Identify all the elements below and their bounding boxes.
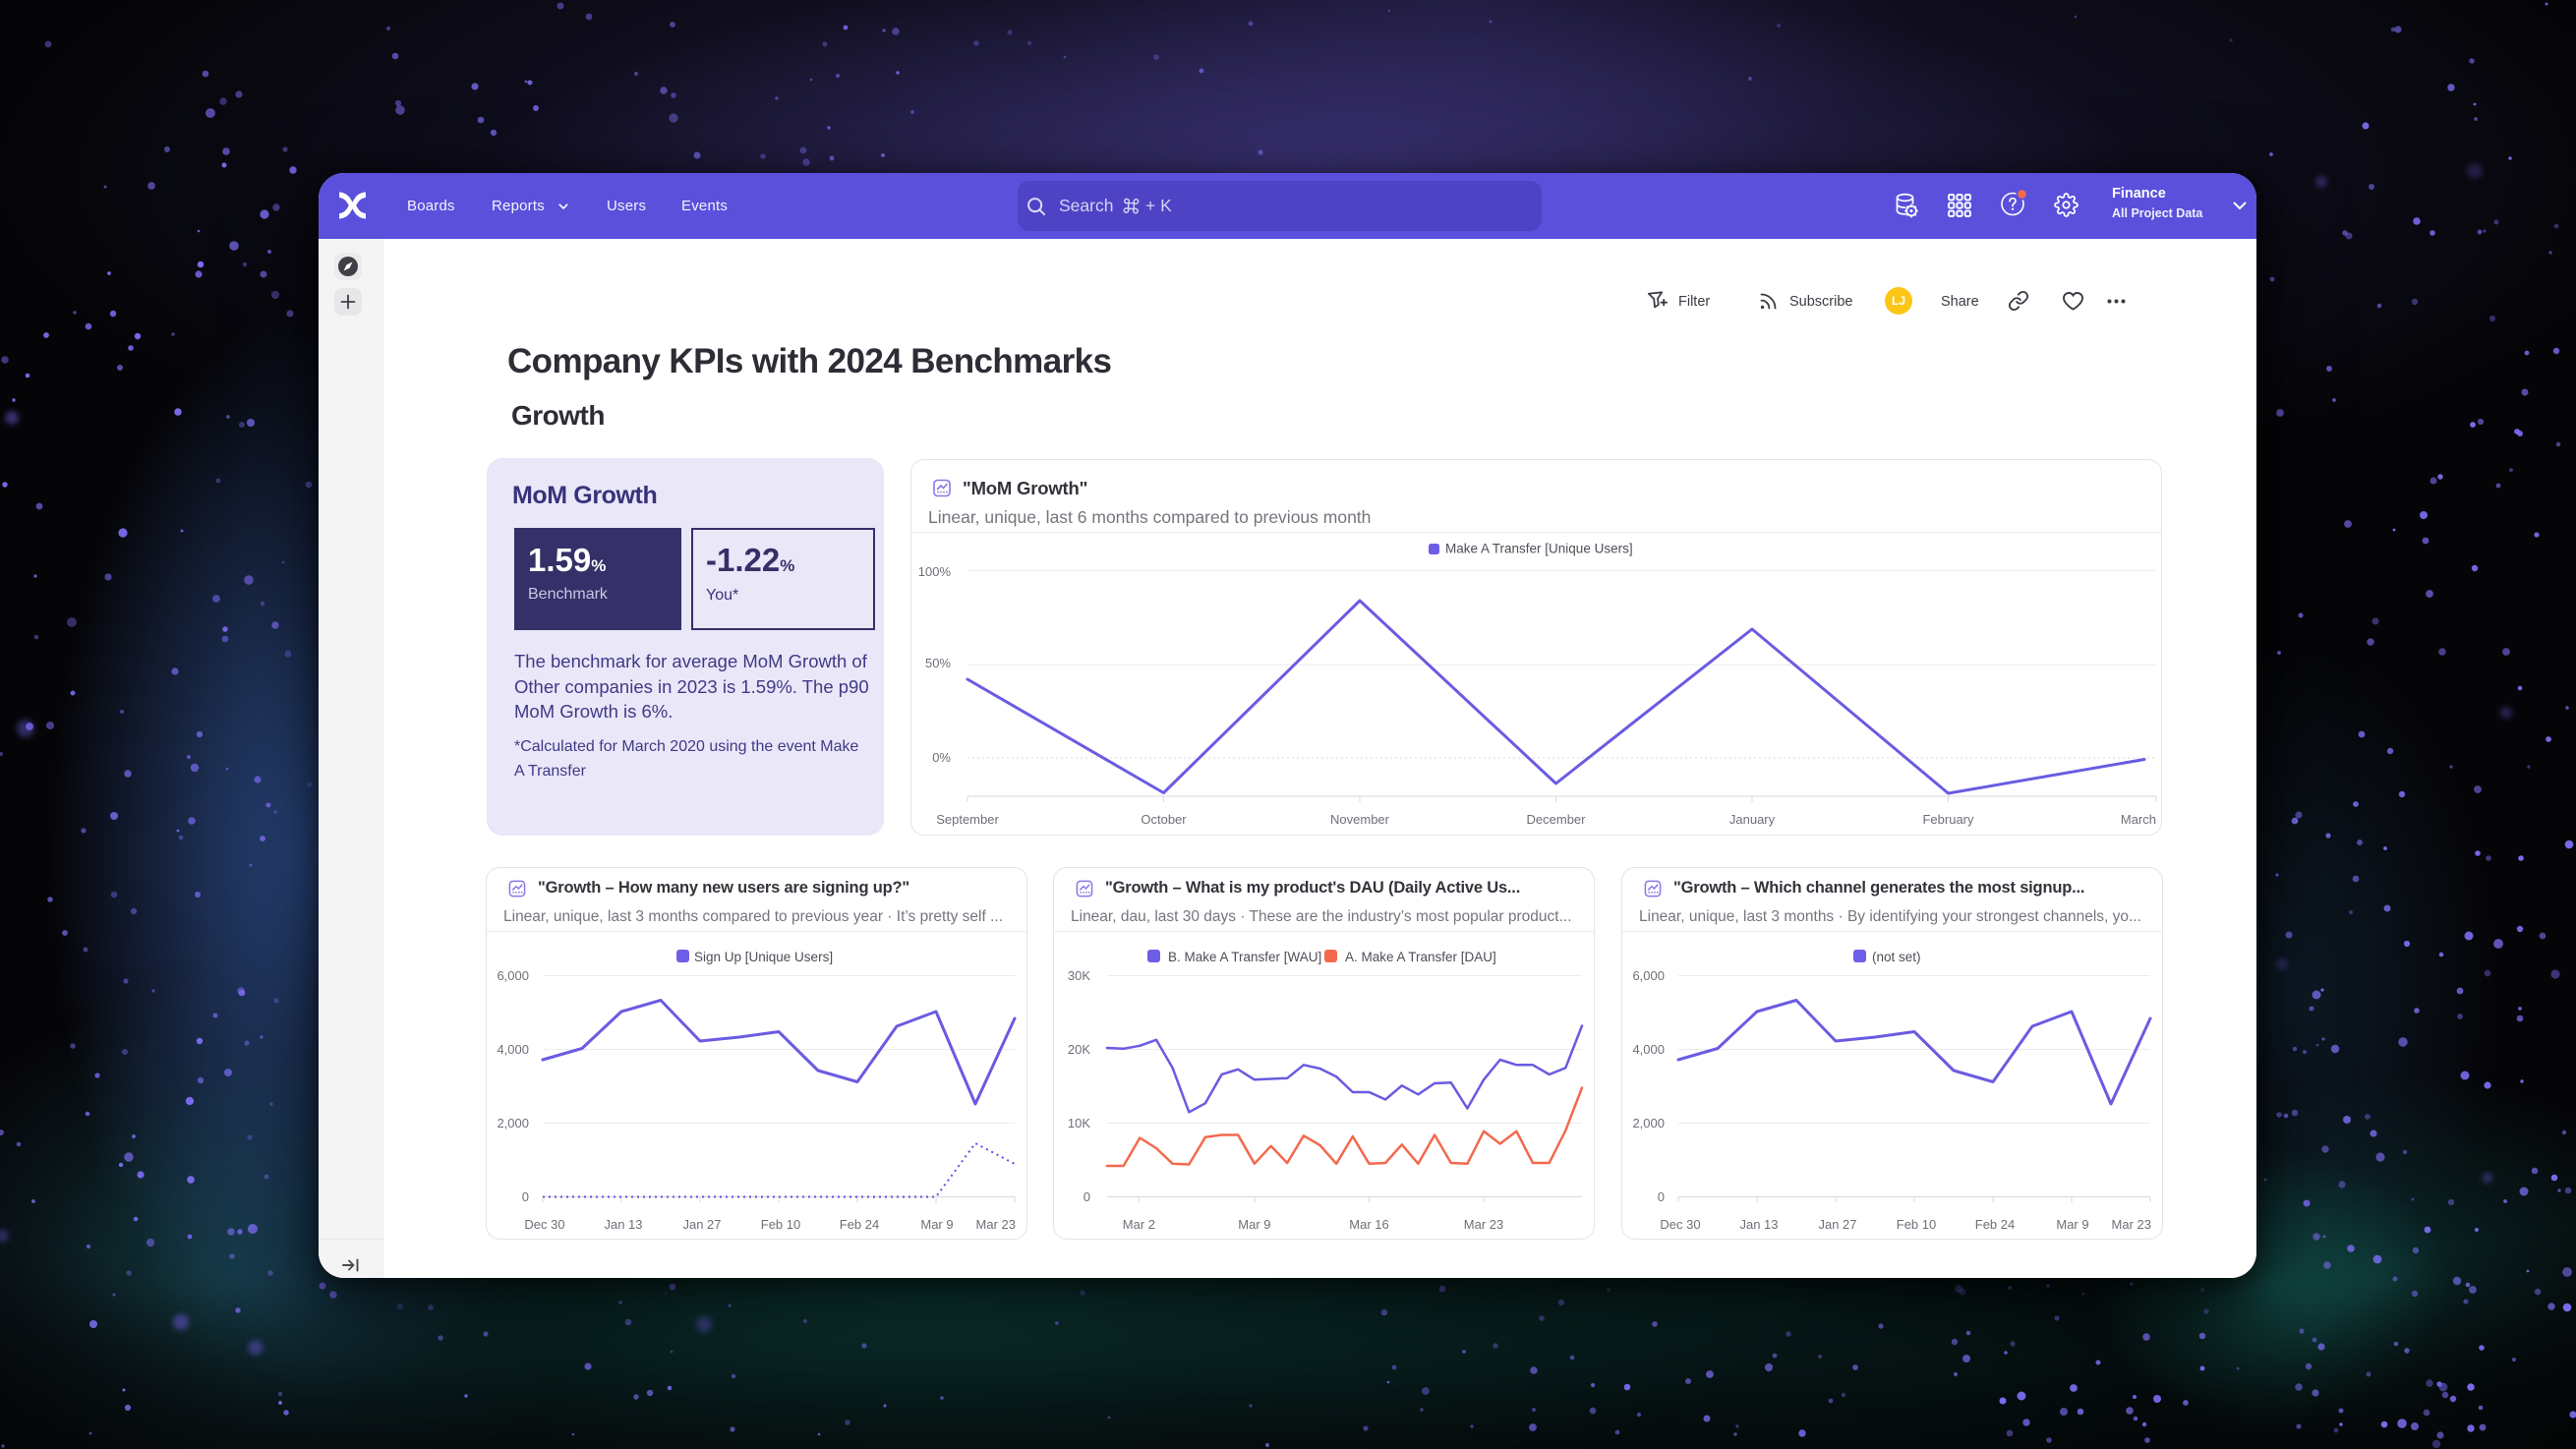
svg-text:0: 0 bbox=[522, 1189, 529, 1204]
svg-text:Feb 24: Feb 24 bbox=[840, 1217, 879, 1232]
svg-text:6,000: 6,000 bbox=[1632, 968, 1665, 983]
svg-text:Jan 13: Jan 13 bbox=[1739, 1217, 1778, 1232]
svg-text:Mar 16: Mar 16 bbox=[1349, 1217, 1388, 1232]
svg-text:100%: 100% bbox=[918, 564, 952, 579]
svg-text:Jan 27: Jan 27 bbox=[1818, 1217, 1856, 1232]
svg-text:10K: 10K bbox=[1068, 1116, 1090, 1130]
svg-text:20K: 20K bbox=[1068, 1042, 1090, 1057]
svg-text:Dec 30: Dec 30 bbox=[524, 1217, 564, 1232]
svg-text:30K: 30K bbox=[1068, 968, 1090, 983]
svg-text:March: March bbox=[2121, 812, 2156, 827]
svg-text:(not set): (not set) bbox=[1872, 950, 1921, 964]
svg-text:2,000: 2,000 bbox=[1632, 1116, 1665, 1130]
svg-text:Sign Up [Unique Users]: Sign Up [Unique Users] bbox=[694, 950, 833, 964]
svg-text:Mar 9: Mar 9 bbox=[1238, 1217, 1270, 1232]
svg-text:September: September bbox=[936, 812, 999, 827]
svg-text:6,000: 6,000 bbox=[497, 968, 529, 983]
svg-text:4,000: 4,000 bbox=[1632, 1042, 1665, 1057]
svg-text:Jan 13: Jan 13 bbox=[604, 1217, 642, 1232]
svg-text:0: 0 bbox=[1658, 1189, 1665, 1204]
svg-text:December: December bbox=[1527, 812, 1587, 827]
svg-text:Feb 24: Feb 24 bbox=[1975, 1217, 2015, 1232]
svg-text:Mar 23: Mar 23 bbox=[976, 1217, 1016, 1232]
svg-text:January: January bbox=[1729, 812, 1776, 827]
svg-text:November: November bbox=[1330, 812, 1390, 827]
svg-text:February: February bbox=[1922, 812, 1974, 827]
svg-text:Jan 27: Jan 27 bbox=[682, 1217, 721, 1232]
svg-text:4,000: 4,000 bbox=[497, 1042, 529, 1057]
svg-text:Feb 10: Feb 10 bbox=[1897, 1217, 1936, 1232]
svg-text:October: October bbox=[1141, 812, 1187, 827]
svg-text:2,000: 2,000 bbox=[497, 1116, 529, 1130]
svg-text:50%: 50% bbox=[925, 656, 951, 670]
svg-text:Mar 23: Mar 23 bbox=[1464, 1217, 1503, 1232]
svg-text:A. Make A Transfer [DAU]: A. Make A Transfer [DAU] bbox=[1345, 950, 1496, 964]
svg-text:Make A Transfer [Unique Users]: Make A Transfer [Unique Users] bbox=[1445, 542, 1633, 556]
svg-text:Mar 2: Mar 2 bbox=[1123, 1217, 1155, 1232]
svg-text:0: 0 bbox=[1083, 1189, 1090, 1204]
svg-text:Dec 30: Dec 30 bbox=[1660, 1217, 1700, 1232]
svg-text:Mar 23: Mar 23 bbox=[2112, 1217, 2151, 1232]
svg-text:0%: 0% bbox=[932, 750, 951, 765]
svg-text:Mar 9: Mar 9 bbox=[2056, 1217, 2088, 1232]
svg-text:B. Make A Transfer [WAU]: B. Make A Transfer [WAU] bbox=[1168, 950, 1321, 964]
svg-text:Mar 9: Mar 9 bbox=[920, 1217, 953, 1232]
svg-text:Feb 10: Feb 10 bbox=[761, 1217, 800, 1232]
